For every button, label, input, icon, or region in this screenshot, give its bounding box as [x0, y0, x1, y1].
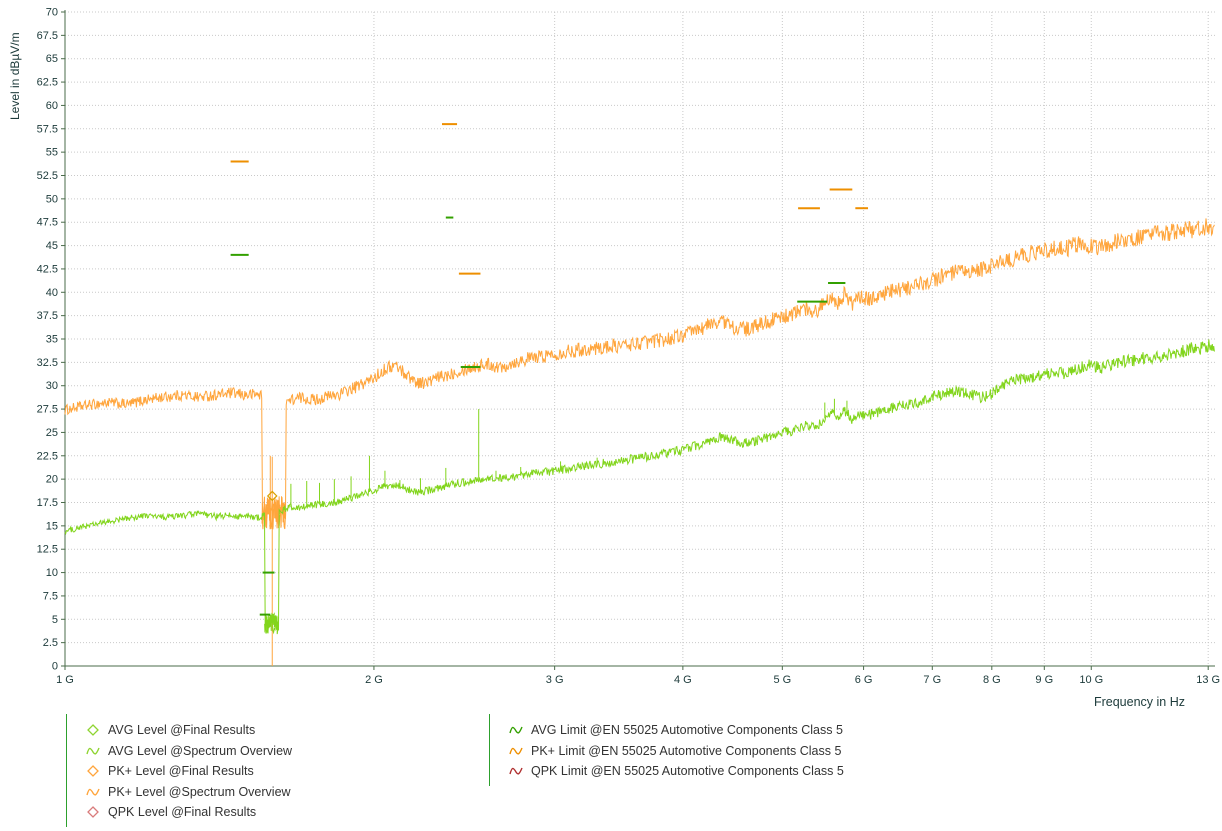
legend-label: PK+ Level @Final Results	[108, 764, 254, 779]
y-tick-label: 42.5	[37, 263, 58, 275]
y-tick-label: 50	[46, 193, 58, 205]
legend-item: AVG Level @Spectrum Overview	[85, 741, 489, 762]
legend-item: QPK Limit @EN 55025 Automotive Component…	[508, 761, 844, 782]
y-tick-label: 37.5	[37, 310, 58, 322]
x-tick-label: 7 G	[923, 674, 941, 686]
y-tick-label: 70	[46, 7, 58, 19]
y-tick-label: 17.5	[37, 497, 58, 509]
legend-item: PK+ Level @Final Results	[85, 761, 489, 782]
y-tick-label: 10	[46, 567, 58, 579]
curve-trace-icon	[509, 767, 523, 775]
legend-label: AVG Level @Final Results	[108, 723, 256, 738]
y-tick-label: 2.5	[43, 637, 58, 649]
curve-trace-icon	[86, 747, 100, 755]
y-tick-label: 22.5	[37, 450, 58, 462]
chart-area: 0 2.5 5 7.5 10 12.5 15 17.5 20 22.5 25 27.5 30 32.5 35…	[0, 0, 1222, 712]
x-tick-label: 6 G	[855, 674, 873, 686]
y-tick-label: 20	[46, 474, 58, 486]
y-tick-label: 55	[46, 147, 58, 159]
legend-item: PK+ Level @Spectrum Overview	[85, 782, 489, 803]
y-tick-label: 67.5	[37, 30, 58, 42]
y-tick-label: 60	[46, 100, 58, 112]
legend-column-levels: AVG Level @Final Results AVG Level @Spect…	[66, 714, 489, 827]
legend-item: PK+ Limit @EN 55025 Automotive Component…	[508, 741, 844, 762]
legend-column-limits: AVG Limit @EN 55025 Automotive Component…	[489, 714, 844, 786]
legend-item: AVG Limit @EN 55025 Automotive Component…	[508, 720, 844, 741]
y-tick-label: 32.5	[37, 357, 58, 369]
y-tick-label: 15	[46, 520, 58, 532]
legend-label: QPK Limit @EN 55025 Automotive Component…	[531, 764, 844, 779]
y-tick-label: 27.5	[37, 404, 58, 416]
legend-label: AVG Level @Spectrum Overview	[108, 743, 293, 758]
legend-label: PK+ Level @Spectrum Overview	[108, 784, 291, 799]
y-tick-label: 40	[46, 287, 58, 299]
x-tick-label: 3 G	[546, 674, 564, 686]
diamond-marker-icon	[87, 765, 99, 778]
trace-noise-band	[264, 612, 279, 635]
diamond-marker-icon	[87, 806, 99, 819]
x-tick-label: 9 G	[1035, 674, 1053, 686]
diamond-marker-icon	[87, 724, 99, 737]
x-tick-label: 5 G	[773, 674, 791, 686]
y-tick-label: 62.5	[37, 77, 58, 89]
x-tick-label: 10 G	[1079, 674, 1103, 686]
y-tick-label: 30	[46, 380, 58, 392]
trace-avg-level	[64, 339, 1215, 635]
y-tick-label: 52.5	[37, 170, 58, 182]
y-tick-label: 5	[52, 614, 58, 626]
chart-legend: AVG Level @Final Results AVG Level @Spect…	[66, 714, 844, 827]
x-tick-label: 13 G	[1196, 674, 1220, 686]
x-tick-label: 8 G	[983, 674, 1001, 686]
x-axis-title: Frequency in Hz	[1093, 695, 1185, 709]
y-tick-label: 47.5	[37, 217, 58, 229]
curve-trace-icon	[509, 726, 523, 734]
y-tick-label: 65	[46, 53, 58, 65]
y-axis-title: Level in dBµV/m	[8, 32, 22, 120]
trace-noise-band	[261, 496, 287, 530]
legend-label: AVG Limit @EN 55025 Automotive Component…	[531, 723, 843, 738]
y-tick-label: 25	[46, 427, 58, 439]
x-tick-label: 1 G	[56, 674, 74, 686]
chart-canvas[interactable]: 02.557.51012.51517.52022.52527.53032.535…	[0, 0, 1222, 712]
legend-item: QPK Level @Final Results	[85, 802, 489, 823]
legend-item: AVG Level @Final Results	[85, 720, 489, 741]
legend-label: PK+ Limit @EN 55025 Automotive Component…	[531, 743, 842, 758]
curve-trace-icon	[86, 788, 100, 796]
y-tick-label: 12.5	[37, 544, 58, 556]
x-tick-label: 4 G	[674, 674, 692, 686]
trace-pk-level	[64, 218, 1215, 530]
y-tick-label: 45	[46, 240, 58, 252]
y-tick-label: 35	[46, 334, 58, 346]
curve-trace-icon	[509, 747, 523, 755]
final-result-marker	[266, 490, 278, 502]
y-tick-label: 57.5	[37, 123, 58, 135]
y-tick-label: 7.5	[43, 590, 58, 602]
legend-label: QPK Level @Final Results	[108, 805, 257, 820]
y-tick-label: 0	[52, 661, 58, 673]
x-tick-label: 2 G	[365, 674, 383, 686]
